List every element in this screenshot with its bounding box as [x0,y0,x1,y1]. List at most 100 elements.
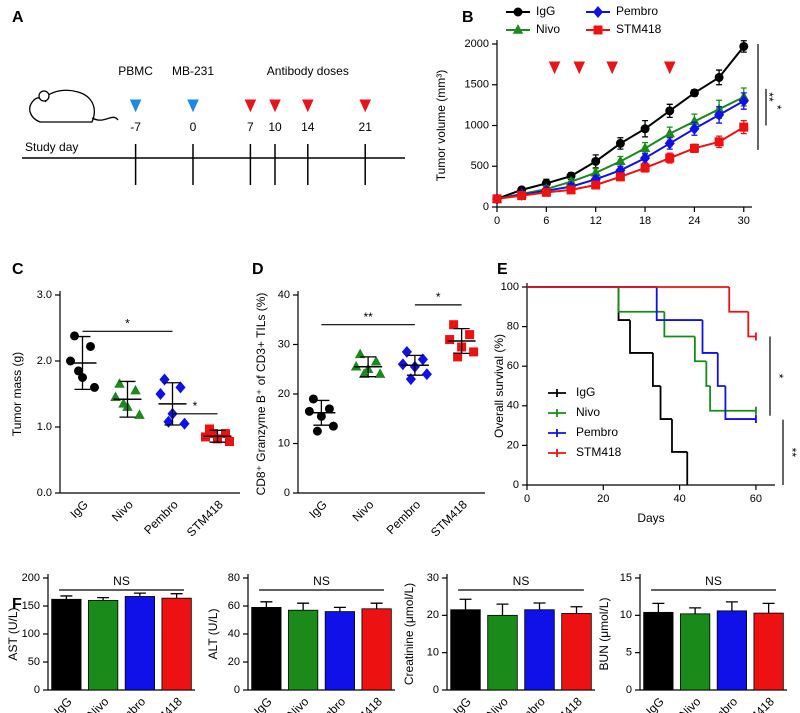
y-tick-label: 40 [278,289,290,301]
marker [517,191,527,201]
bar [524,609,555,691]
legend-label: Nivo [536,22,560,36]
y-tick-label: 0 [234,684,240,696]
marker [269,99,281,113]
marker [541,187,551,197]
sd-bar [209,429,226,443]
marker [302,99,314,113]
y-tick-label: 1500 [465,79,489,91]
marker [640,124,650,134]
survival-step [747,311,756,338]
marker [639,142,651,153]
survival-step [693,336,707,363]
marker [354,348,366,359]
marker [664,127,675,138]
legend-label: STM418 [576,445,622,459]
x-tick-label: IgG [251,694,275,713]
y-tick-label: 40 [228,628,240,640]
significance-label: * [772,374,786,379]
legend-line [548,389,566,397]
panel-label: E [497,261,508,278]
marker [350,360,362,371]
marker [513,7,523,17]
error-bar [97,596,110,601]
x-tick-label: Nivo [85,694,112,713]
error-bar [260,601,273,608]
x-axis-label: Days [637,511,664,525]
marker [615,138,625,148]
marker [370,355,382,366]
x-tick-label: 40 [673,493,685,505]
marker [421,368,432,381]
marker [665,153,675,163]
x-tick-label: 6 [543,215,549,227]
bar [561,613,592,691]
marker [573,61,586,75]
bar [680,613,711,691]
legend-label: STM418 [616,22,662,36]
error-bar [297,602,310,611]
x-tick-label: STM418 [735,694,777,713]
marker [86,341,95,351]
marker [159,373,170,386]
x-tick-label: 0 [524,493,530,505]
y-tick-label: 0 [284,487,290,499]
legend-line [548,429,566,437]
x-tick-label: IgG [306,497,330,521]
sd-bar [360,356,377,378]
y-tick-label: 0 [513,479,519,491]
y-axis-label: Creatinine (μmol/L) [402,583,416,685]
y-tick-label: 15 [620,572,632,584]
ns-label: NS [113,574,130,588]
error-bar [725,601,738,611]
survival-step [617,287,631,321]
panel-label: D [252,261,264,278]
marker [187,99,199,113]
y-tick-label: 500 [471,160,489,172]
ns-label: NS [513,574,530,588]
bar [753,612,784,691]
marker [689,122,700,135]
error-bar [570,606,583,614]
marker [593,25,603,35]
significance-label: ** [785,448,799,458]
marker [397,358,408,371]
bar [487,614,518,691]
legend-label: IgG [576,385,595,399]
y-axis-label: CD8⁺ Granzyme B⁺ of CD3+ TILs (%) [254,293,268,496]
survival-step [617,287,665,313]
marker [66,356,75,366]
marker [90,382,99,392]
x-tick-label: 30 [738,215,750,227]
significance-label: ** [762,92,776,102]
x-tick-label: Pembro [508,694,548,713]
y-tick-label: 150 [22,600,40,612]
marker [663,61,676,75]
marker [739,122,749,132]
error-bar [689,607,702,614]
y-tick-label: 80 [228,572,240,584]
bar [51,598,82,691]
x-tick-label: IgG [643,694,667,713]
marker [689,143,699,153]
y-axis-label: Overall survival (%) [492,334,506,438]
mouse-icon [29,89,119,123]
survival-step [671,419,688,453]
ns-label: NS [313,574,330,588]
marker [114,378,125,388]
y-tick-label: 0 [483,201,489,213]
x-tick-label: Pembro [309,694,349,713]
marker [175,381,186,394]
x-tick-label: Pembro [701,694,741,713]
x-tick-label: STM418 [343,694,385,713]
mouse-tail [91,116,119,121]
y-tick-label: 0 [433,684,439,696]
x-tick-label: 18 [639,215,651,227]
legend-label: IgG [536,4,555,18]
ns-label: NS [705,574,722,588]
survival-step [709,386,756,412]
survival-step [716,352,726,387]
y-tick-label: 30 [427,572,439,584]
y-axis-label: ALT (U/L) [206,609,220,660]
survival-step [724,386,756,420]
